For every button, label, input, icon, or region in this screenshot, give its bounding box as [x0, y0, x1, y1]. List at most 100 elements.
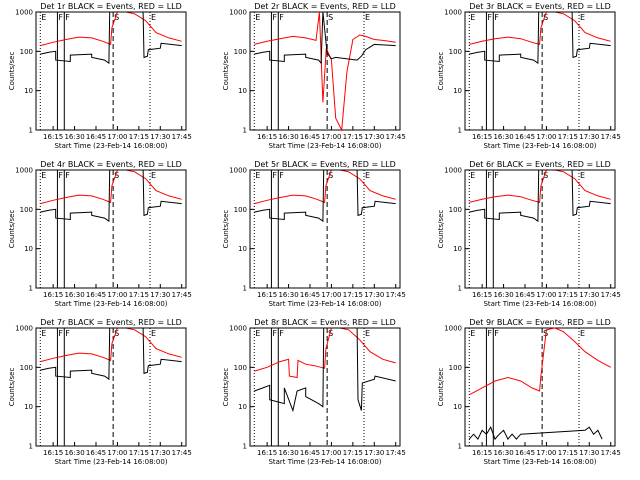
- marker-label: E: [151, 329, 156, 338]
- y-tick-label: 1: [458, 443, 462, 451]
- y-tick-label: 1: [243, 285, 247, 293]
- panel-9: Det 9r BLACK = Events, RED = LLD 1 10 100 10…: [437, 318, 621, 466]
- plot-frame: [464, 11, 616, 131]
- panel-title: Det 1r BLACK = Events, RED = LLD: [40, 2, 182, 11]
- marker-label: S: [328, 329, 333, 338]
- marker-label: E: [470, 13, 475, 22]
- y-tick-label: 1000: [15, 325, 33, 333]
- marker-label: F: [65, 13, 70, 22]
- x-tick-label: 16:15: [43, 133, 63, 141]
- series-lld: [469, 169, 611, 204]
- marker-label: F: [487, 13, 492, 22]
- x-tick-label: 16:30: [493, 449, 513, 457]
- series-events: [469, 169, 611, 223]
- y-tick-label: 1000: [444, 9, 462, 17]
- x-tick-label: 17:45: [601, 291, 621, 299]
- y-tick-label: 1000: [229, 325, 247, 333]
- x-tick-label: 17:45: [386, 133, 406, 141]
- y-tick-label: 10: [238, 87, 247, 95]
- x-tick-label: 16:15: [472, 449, 492, 457]
- plot-frame: [35, 11, 187, 131]
- y-axis-label: Counts/sec: [222, 52, 230, 91]
- y-axis-label: Counts/sec: [437, 210, 445, 249]
- x-axis-label: Start Time (23-Feb-14 16:08:00): [483, 142, 596, 150]
- marker-label: F: [279, 171, 284, 180]
- y-tick-label: 100: [20, 206, 33, 214]
- x-tick-label: 17:30: [364, 133, 384, 141]
- y-tick-label: 1: [458, 285, 462, 293]
- x-tick-label: 17:45: [386, 291, 406, 299]
- panel-6: Det 6r BLACK = Events, RED = LLD 1 10 100 10…: [437, 160, 621, 308]
- marker-label: E: [580, 171, 585, 180]
- y-tick-label: 1000: [15, 167, 33, 175]
- y-tick-label: 100: [449, 364, 462, 372]
- series-lld: [469, 11, 611, 46]
- marker-label: E: [470, 329, 475, 338]
- marker-label: F: [494, 329, 499, 338]
- x-tick-label: 17:15: [558, 133, 578, 141]
- x-tick-label: 16:30: [493, 133, 513, 141]
- series-events: [40, 11, 182, 65]
- y-tick-label: 10: [453, 245, 462, 253]
- y-tick-label: 1: [29, 443, 33, 451]
- x-tick-label: 17:45: [601, 449, 621, 457]
- marker-label: F: [487, 329, 492, 338]
- series-lld: [40, 11, 182, 47]
- x-tick-label: 17:30: [150, 133, 170, 141]
- x-axis-label: Start Time (23-Feb-14 16:08:00): [268, 300, 381, 308]
- marker-label: S: [114, 171, 119, 180]
- panel-5: Det 5r BLACK = Events, RED = LLD 1 10 100 10…: [222, 160, 406, 308]
- x-tick-label: 17:15: [558, 449, 578, 457]
- x-tick-label: 17:15: [129, 449, 149, 457]
- y-tick-label: 1000: [229, 167, 247, 175]
- marker-label: S: [328, 13, 333, 22]
- y-axis-label: Counts/sec: [222, 210, 230, 249]
- series-events: [469, 11, 611, 65]
- x-tick-label: 17:00: [107, 449, 127, 457]
- y-tick-label: 100: [20, 364, 33, 372]
- marker-label: E: [41, 13, 46, 22]
- series-lld: [40, 327, 182, 363]
- panel-7: Det 7r BLACK = Events, RED = LLD 1 10 100 10…: [8, 318, 192, 466]
- x-axis-label: Start Time (23-Feb-14 16:08:00): [54, 300, 167, 308]
- y-tick-label: 1: [243, 127, 247, 135]
- y-tick-label: 100: [449, 48, 462, 56]
- x-tick-label: 16:30: [64, 449, 84, 457]
- marker-label: F: [65, 329, 70, 338]
- y-tick-label: 10: [453, 87, 462, 95]
- panel-title: Det 4r BLACK = Events, RED = LLD: [40, 160, 182, 169]
- marker-label: F: [494, 13, 499, 22]
- x-tick-label: 16:45: [300, 291, 320, 299]
- series-lld: [254, 327, 396, 379]
- panel-4: Det 4r BLACK = Events, RED = LLD 1 10 100 10…: [8, 160, 192, 308]
- x-tick-label: 16:15: [43, 291, 63, 299]
- y-axis-label: Counts/sec: [437, 368, 445, 407]
- marker-label: E: [365, 13, 370, 22]
- x-tick-label: 17:30: [364, 449, 384, 457]
- y-tick-label: 1000: [229, 9, 247, 17]
- x-axis-label: Start Time (23-Feb-14 16:08:00): [268, 458, 381, 466]
- x-tick-label: 16:15: [257, 133, 277, 141]
- x-tick-label: 16:45: [86, 291, 106, 299]
- y-tick-label: 100: [234, 364, 247, 372]
- x-tick-label: 17:00: [321, 291, 341, 299]
- x-tick-label: 17:30: [579, 449, 599, 457]
- y-tick-label: 1000: [444, 167, 462, 175]
- series-events: [254, 327, 396, 413]
- panel-8: Det 8r BLACK = Events, RED = LLD 1 10 100 10…: [222, 318, 406, 466]
- x-tick-label: 16:30: [278, 449, 298, 457]
- marker-label: E: [365, 329, 370, 338]
- x-axis-label: Start Time (23-Feb-14 16:08:00): [268, 142, 381, 150]
- series-lld: [40, 169, 182, 205]
- y-tick-label: 10: [24, 245, 33, 253]
- x-axis-label: Start Time (23-Feb-14 16:08:00): [483, 300, 596, 308]
- plot-frame: [35, 169, 187, 289]
- marker-label: F: [279, 13, 284, 22]
- x-tick-label: 17:15: [343, 291, 363, 299]
- y-tick-label: 100: [234, 48, 247, 56]
- y-tick-label: 100: [234, 206, 247, 214]
- x-tick-label: 16:45: [515, 133, 535, 141]
- x-tick-label: 16:45: [300, 133, 320, 141]
- y-tick-label: 1: [458, 127, 462, 135]
- plot-frame: [249, 11, 401, 131]
